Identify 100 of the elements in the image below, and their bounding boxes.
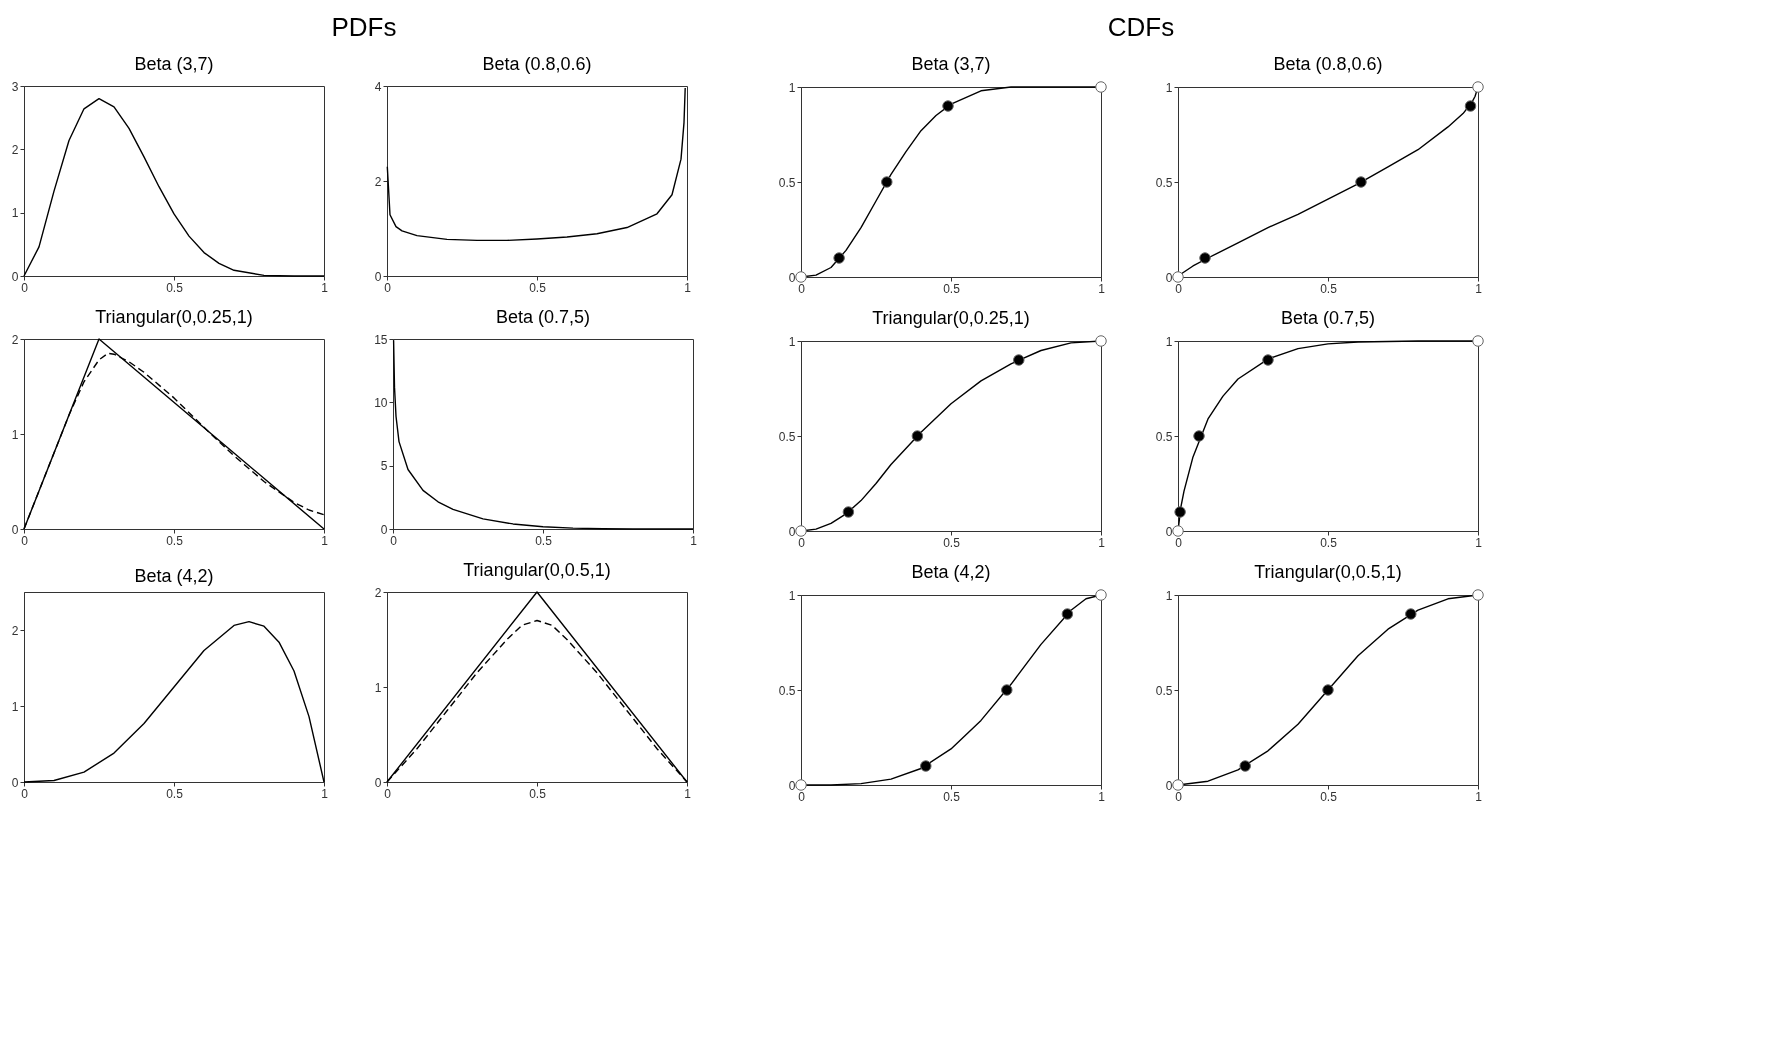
y-tick-label: 10 xyxy=(374,395,388,410)
y-tick-label: 3 xyxy=(11,79,19,94)
x-tick-label: 0.5 xyxy=(166,786,184,801)
x-tick-label: 0.5 xyxy=(529,786,547,801)
x-tick-label: 1 xyxy=(321,786,329,801)
y-tick-label: 1 xyxy=(374,680,382,695)
y-tick-label: 0 xyxy=(11,775,19,790)
chart-title: Beta (0.7,5) xyxy=(495,307,591,327)
x-tick-label: 0.5 xyxy=(1320,789,1338,804)
y-tick-label: 4 xyxy=(374,79,382,94)
y-tick-label: 1 xyxy=(11,699,19,714)
y-tick-label: 0 xyxy=(788,270,796,285)
point xyxy=(1001,684,1013,696)
y-tick-label: 0 xyxy=(11,522,19,537)
point xyxy=(1095,335,1107,347)
y-tick-label: 0.5 xyxy=(1155,683,1173,698)
y-tick-label: 1 xyxy=(788,80,796,95)
text: PDFs xyxy=(331,12,397,42)
y-tick-label: 0 xyxy=(374,775,382,790)
point xyxy=(1172,779,1184,791)
x-tick-label: 0.5 xyxy=(529,280,547,295)
y-tick-label: 1 xyxy=(1165,334,1173,349)
point xyxy=(920,760,932,772)
y-tick-label: 2 xyxy=(11,142,19,157)
point xyxy=(881,176,893,188)
x-tick-label: 0.5 xyxy=(1320,281,1338,296)
y-tick-label: 0.5 xyxy=(1155,175,1173,190)
line-series xyxy=(386,87,686,242)
point xyxy=(833,252,845,264)
x-tick-label: 0.5 xyxy=(943,789,961,804)
x-tick-label: 1 xyxy=(1475,789,1483,804)
y-tick-label: 1 xyxy=(11,427,19,442)
point xyxy=(795,525,807,537)
point xyxy=(1355,176,1367,188)
point xyxy=(1262,354,1274,366)
x-tick-label: 0 xyxy=(1175,535,1183,550)
point xyxy=(1061,608,1074,620)
x-tick-label: 0 xyxy=(21,533,29,548)
x-tick-label: 0 xyxy=(21,280,29,295)
chart-title: Beta (3,7) xyxy=(134,54,214,74)
y-tick-label: 2 xyxy=(374,585,382,600)
y-tick-label: 1 xyxy=(788,588,796,603)
point xyxy=(1013,354,1025,366)
y-tick-label: 15 xyxy=(374,332,388,347)
x-tick-label: 0.5 xyxy=(1320,535,1338,550)
point xyxy=(1095,81,1107,93)
point xyxy=(1193,430,1205,442)
y-tick-label: 1 xyxy=(1165,80,1173,95)
chart-title: Beta (4,2) xyxy=(911,561,991,582)
x-tick-label: 0 xyxy=(1175,281,1183,296)
x-tick-label: 1 xyxy=(684,280,692,295)
point xyxy=(1172,525,1184,537)
chart-title: Beta (0.8,0.6) xyxy=(482,54,592,74)
x-tick-label: 1 xyxy=(690,533,698,548)
point xyxy=(1174,506,1186,518)
x-tick-label: 1 xyxy=(1475,535,1483,550)
x-tick-label: 0.5 xyxy=(943,281,961,296)
x-tick-label: 0.5 xyxy=(166,280,184,295)
x-tick-label: 1 xyxy=(1098,789,1106,804)
point xyxy=(1472,81,1484,93)
point xyxy=(1199,252,1211,264)
x-tick-label: 0 xyxy=(798,535,806,550)
line-series xyxy=(23,97,325,277)
point xyxy=(1095,589,1107,601)
x-tick-label: 0 xyxy=(1175,789,1183,804)
y-tick-label: 2 xyxy=(11,623,19,638)
y-tick-label: 5 xyxy=(380,459,388,474)
point xyxy=(942,100,954,112)
point xyxy=(1472,335,1484,347)
point xyxy=(1172,271,1184,283)
y-tick-label: 1 xyxy=(788,334,796,349)
x-tick-label: 0.5 xyxy=(943,535,961,550)
x-tick-label: 0.5 xyxy=(166,533,184,548)
y-tick-label: 1 xyxy=(1165,588,1173,603)
point xyxy=(1322,684,1334,696)
x-tick-label: 1 xyxy=(1475,281,1483,296)
chart-title: Triangular(0,0.5,1) xyxy=(463,560,611,580)
y-tick-label: 0.5 xyxy=(1155,429,1173,444)
y-tick-label: 2 xyxy=(374,174,382,189)
chart-title: Beta (3,7) xyxy=(911,53,991,74)
y-tick-label: 0.5 xyxy=(778,175,796,190)
chart-title: Beta (0.7,5) xyxy=(1280,307,1376,328)
point xyxy=(1239,760,1251,772)
text: CDFs xyxy=(1107,12,1175,42)
chart-title: Triangular(0,0.25,1) xyxy=(872,307,1030,328)
x-tick-label: 0.5 xyxy=(535,533,553,548)
x-tick-label: 0 xyxy=(798,281,806,296)
chart-title: Triangular(0,0.5,1) xyxy=(1254,561,1402,582)
line-series xyxy=(23,620,325,783)
x-tick-label: 1 xyxy=(1098,281,1106,296)
point xyxy=(1405,608,1417,620)
x-tick-label: 1 xyxy=(1098,535,1106,550)
x-tick-label: 1 xyxy=(684,786,692,801)
x-tick-label: 1 xyxy=(321,280,329,295)
x-tick-label: 0 xyxy=(798,789,806,804)
point xyxy=(842,506,855,518)
point xyxy=(1472,589,1484,601)
y-tick-label: 2 xyxy=(11,332,19,347)
y-tick-label: 0 xyxy=(1165,270,1173,285)
point xyxy=(911,430,924,442)
